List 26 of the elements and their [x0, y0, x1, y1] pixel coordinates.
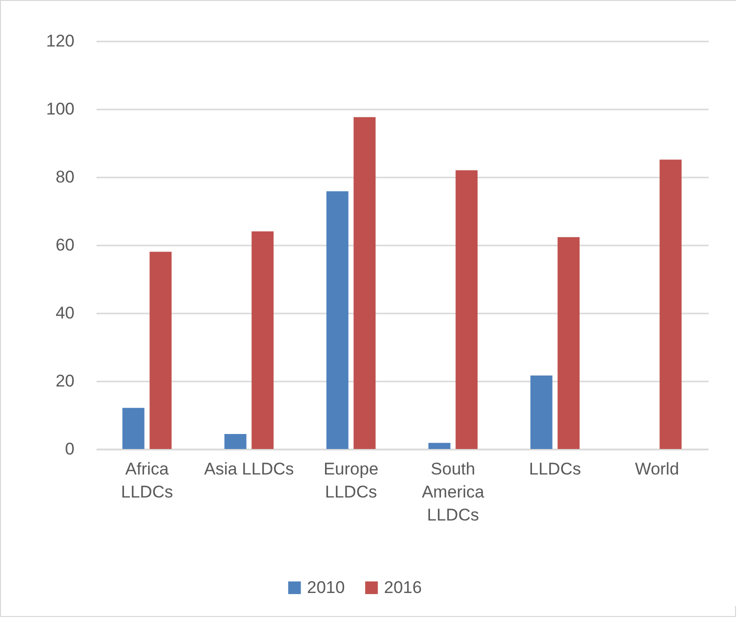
x-tick-label: South America LLDCs — [422, 460, 485, 524]
bar — [660, 160, 682, 449]
bar — [122, 408, 144, 449]
y-tick-label: 0 — [65, 440, 74, 458]
bar — [224, 434, 246, 449]
y-tick-label: 20 — [56, 372, 74, 390]
bar — [354, 117, 376, 449]
legend-label: 2016 — [384, 578, 422, 597]
bar — [456, 170, 478, 449]
bar — [530, 376, 552, 449]
y-tick-label: 120 — [46, 32, 74, 50]
x-tick-label: Africa LLDCs — [121, 460, 173, 502]
x-tick-label: Europe LLDCs — [324, 460, 378, 502]
legend-label: 2010 — [307, 578, 345, 597]
y-tick-label: 40 — [56, 304, 74, 322]
bar — [558, 237, 580, 449]
bar — [150, 252, 172, 449]
y-tick-label: 100 — [46, 100, 74, 118]
x-tick-label: LLDCs — [529, 460, 581, 478]
bar — [326, 191, 348, 449]
bar — [428, 442, 450, 449]
bar — [252, 231, 274, 449]
x-tick-label: Asia LLDCs — [204, 460, 294, 478]
x-tick-label: World — [634, 460, 680, 478]
y-tick-label: 60 — [56, 236, 74, 254]
y-tick-label: 80 — [56, 168, 74, 186]
